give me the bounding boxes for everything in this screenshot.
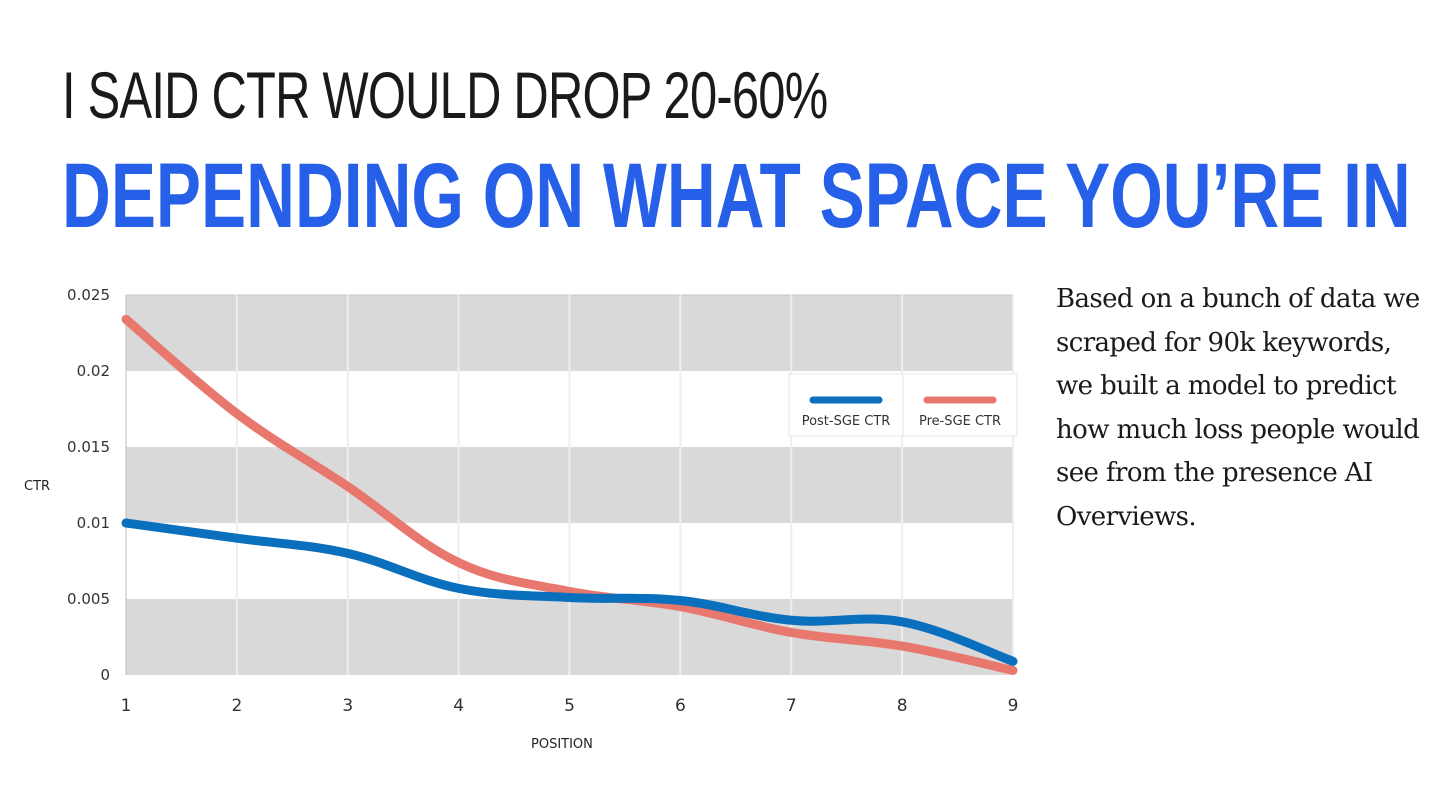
- x-tick-label: 3: [342, 696, 353, 716]
- x-tick-label: 5: [564, 696, 575, 716]
- x-tick-label: 6: [675, 696, 686, 716]
- y-tick-label: 0.005: [67, 590, 110, 608]
- series-line-pre-sge: [121, 314, 1018, 675]
- legend-label: Post-SGE CTR: [802, 414, 891, 429]
- x-axis-label: POSITION: [531, 737, 593, 752]
- legend-box: [788, 373, 904, 437]
- subheadline: DEPENDING ON WHAT SPACE YOU’RE IN: [62, 145, 1411, 247]
- x-tick-label: 7: [786, 696, 797, 716]
- x-tick-labels: 1 2 3 4 5 6 7 8 9: [121, 696, 1019, 716]
- x-tick-label: 9: [1008, 696, 1019, 716]
- x-tick-label: 8: [897, 696, 908, 716]
- legend-label: Pre-SGE CTR: [919, 414, 1001, 429]
- y-tick-labels: 0 0.005 0.01 0.015 0.02 0.025: [67, 286, 110, 684]
- legend-item: Pre-SGE CTR: [902, 373, 1018, 437]
- description-text: Based on a bunch of data we scraped for …: [1056, 284, 1420, 532]
- legend: Post-SGE CTR Pre-SGE CTR: [788, 373, 1018, 437]
- x-tick-label: 2: [231, 696, 242, 716]
- series-lines: [121, 314, 1018, 675]
- y-tick-label: 0.025: [67, 286, 110, 304]
- y-tick-label: 0.02: [77, 362, 110, 380]
- y-tick-label: 0: [100, 666, 110, 684]
- y-tick-label: 0.015: [67, 438, 110, 456]
- legend-item: Post-SGE CTR: [788, 373, 904, 437]
- y-tick-label: 0.01: [77, 514, 110, 532]
- vertical-gridlines: [235, 295, 1014, 675]
- y-axis-label: CTR: [24, 479, 50, 494]
- x-tick-label: 4: [453, 696, 464, 716]
- x-tick-label: 1: [121, 696, 132, 716]
- legend-box: [902, 373, 1018, 437]
- headline: I SAID CTR WOULD DROP 20-60%: [62, 58, 828, 132]
- ctr-line-chart: 0 0.005 0.01 0.015 0.02 0.025 1 2 3 4 5 6 7 8 9 Post-…: [24, 286, 1019, 752]
